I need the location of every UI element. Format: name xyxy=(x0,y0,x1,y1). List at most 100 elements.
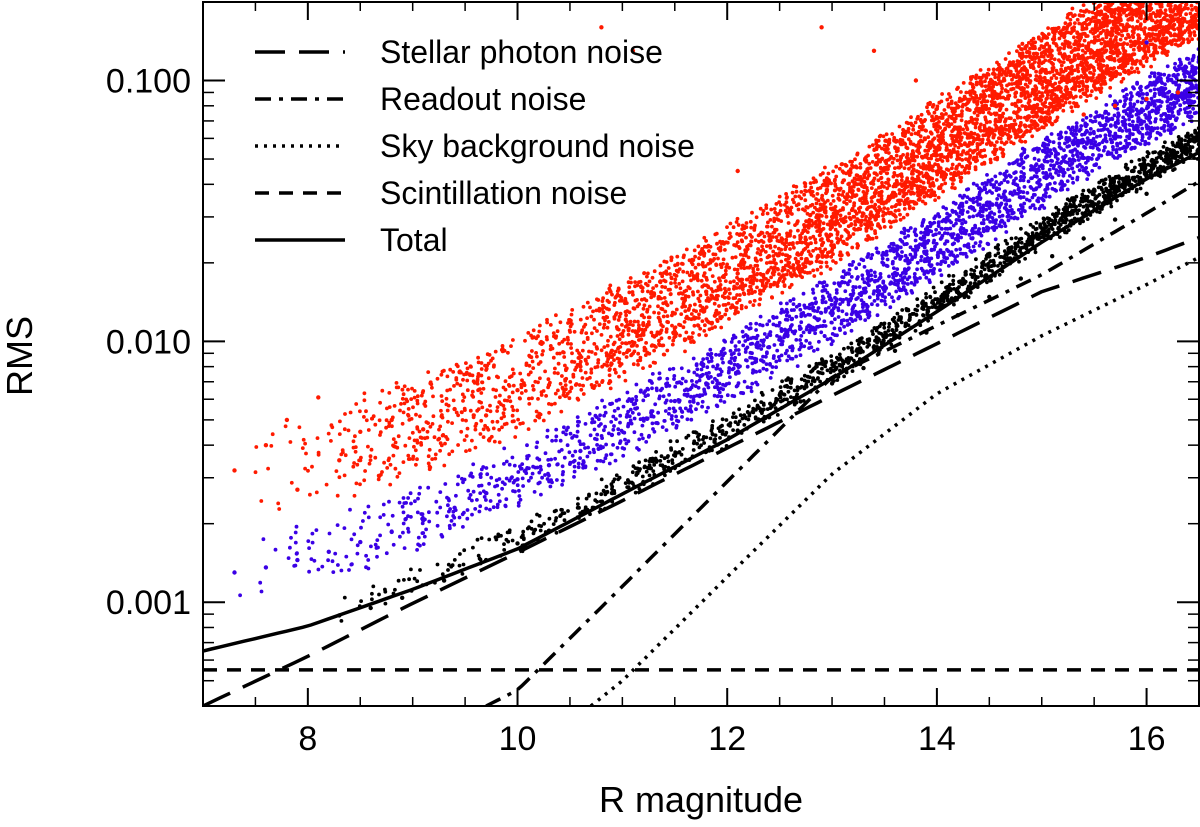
scatter-point xyxy=(1053,219,1058,224)
scatter-point xyxy=(849,348,854,353)
scatter-point xyxy=(777,272,781,276)
scatter-point xyxy=(1066,228,1071,233)
scatter-point xyxy=(1061,173,1066,178)
scatter-point xyxy=(821,362,825,367)
scatter-point xyxy=(721,346,726,351)
scatter-point xyxy=(857,262,862,267)
scatter-point xyxy=(860,273,865,278)
scatter-point xyxy=(417,491,422,496)
scatter-point xyxy=(1173,61,1177,66)
scatter-point xyxy=(954,221,958,226)
scatter-point xyxy=(867,295,872,300)
scatter-point xyxy=(821,284,826,289)
scatter-point xyxy=(1104,103,1109,107)
scatter-point xyxy=(958,210,963,215)
scatter-point xyxy=(878,272,883,276)
scatter-point xyxy=(630,410,635,415)
scatter-point xyxy=(637,412,641,416)
scatter-point xyxy=(1168,116,1172,121)
scatter-point xyxy=(1071,196,1076,200)
scatter-point xyxy=(1163,140,1167,145)
scatter-point xyxy=(393,587,397,592)
scatter-point xyxy=(836,306,841,310)
scatter-point xyxy=(870,253,875,257)
scatter-point xyxy=(1087,189,1092,194)
scatter-point xyxy=(1161,93,1165,98)
scatter-point xyxy=(342,595,347,600)
scatter-point xyxy=(1056,208,1061,212)
scatter-point xyxy=(488,507,492,512)
scatter-point xyxy=(817,370,822,375)
scatter-point xyxy=(595,406,599,410)
scatter-point xyxy=(679,366,684,371)
scatter-point xyxy=(823,324,828,328)
scatter-point xyxy=(306,539,311,543)
scatter-point xyxy=(592,427,597,432)
scatter-point xyxy=(420,512,425,517)
scatter-point xyxy=(691,383,695,387)
scatter-point xyxy=(1034,226,1039,231)
scatter-point xyxy=(780,307,784,312)
scatter-point xyxy=(806,379,811,384)
scatter-point xyxy=(677,398,682,403)
scatter-point xyxy=(511,489,515,493)
scatter-point xyxy=(794,314,799,319)
scatter-point xyxy=(576,496,580,501)
scatter-point xyxy=(981,221,986,226)
scatter-point xyxy=(812,315,817,320)
scatter-point xyxy=(802,344,807,349)
scatter-point xyxy=(861,258,866,263)
scatter-point xyxy=(888,282,893,286)
scatter-point xyxy=(470,498,474,503)
scatter-point xyxy=(678,406,683,411)
scatter-point xyxy=(639,388,643,393)
scatter-point xyxy=(696,385,701,390)
scatter-point xyxy=(1077,162,1082,167)
scatter-point xyxy=(548,323,553,327)
scatter-point xyxy=(774,365,778,370)
scatter-point xyxy=(866,278,871,283)
scatter-point xyxy=(943,260,948,265)
scatter-point xyxy=(637,447,641,452)
scatter-point xyxy=(1186,57,1191,61)
scatter-point xyxy=(971,214,976,219)
scatter-point xyxy=(512,463,517,468)
scatter-point xyxy=(985,280,989,285)
scatter-point xyxy=(477,509,482,514)
scatter-point xyxy=(521,536,526,541)
scatter-point xyxy=(988,120,992,124)
scatter-point xyxy=(606,320,611,324)
scatter-point xyxy=(1151,164,1155,168)
scatter-point xyxy=(651,286,655,290)
scatter-point xyxy=(862,265,867,269)
scatter-point xyxy=(577,420,581,424)
scatter-point xyxy=(775,413,780,417)
scatter-point xyxy=(1168,131,1173,136)
scatter-point xyxy=(1139,84,1143,89)
scatter-point xyxy=(1077,168,1082,173)
scatter-point xyxy=(401,530,405,535)
scatter-point xyxy=(1077,208,1081,213)
scatter-point xyxy=(697,394,702,399)
scatter-point xyxy=(892,319,896,324)
scatter-point xyxy=(355,543,360,548)
scatter-point xyxy=(962,231,966,236)
scatter-point xyxy=(1036,235,1041,240)
scatter-point xyxy=(861,300,866,305)
scatter-point xyxy=(714,352,718,357)
scatter-point xyxy=(611,443,615,447)
scatter-point xyxy=(876,250,881,255)
scatter-point xyxy=(653,402,658,407)
scatter-point xyxy=(1154,111,1159,115)
scatter-point xyxy=(1104,118,1109,123)
scatter-point xyxy=(1131,175,1135,180)
scatter-point xyxy=(1079,124,1084,128)
scatter-point xyxy=(438,505,443,510)
scatter-point xyxy=(740,329,745,334)
scatter-point xyxy=(1018,248,1022,253)
scatter-point xyxy=(1128,131,1132,136)
scatter-point xyxy=(334,469,339,473)
scatter-point xyxy=(1127,117,1131,122)
scatter-point xyxy=(762,407,766,412)
scatter-point xyxy=(554,530,559,535)
